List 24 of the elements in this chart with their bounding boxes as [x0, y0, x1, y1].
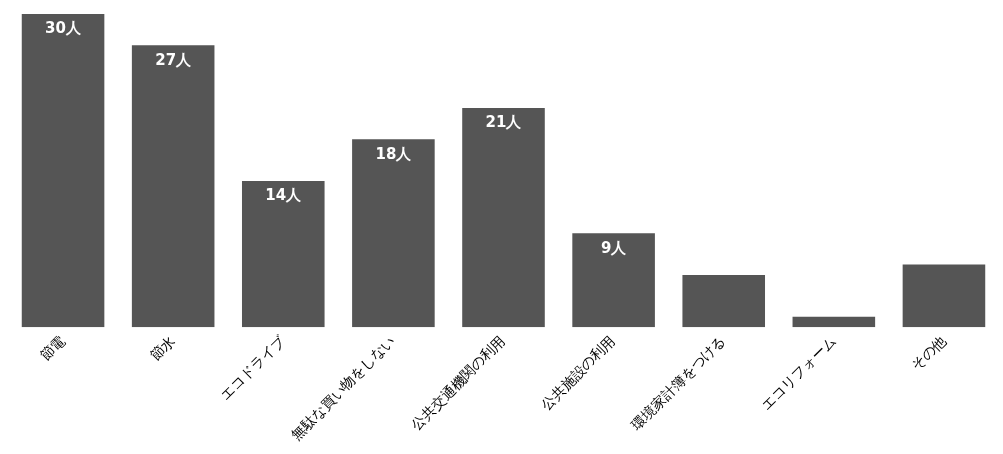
x-tick-label: 環境家計簿をつける [628, 332, 729, 433]
bar [572, 233, 655, 328]
bar [241, 181, 325, 328]
x-tick-label: その他 [907, 332, 949, 374]
data-label: 27人 [155, 50, 193, 69]
x-tick-label: 公共施設の利用 [537, 332, 619, 414]
bar [21, 14, 105, 328]
bar [682, 274, 766, 328]
bar [792, 316, 876, 328]
data-label: 30人 [45, 19, 82, 38]
data-label: 21人 [485, 113, 523, 132]
data-label: 14人 [265, 186, 303, 205]
bar [352, 139, 435, 328]
data-label: 18人 [375, 144, 413, 163]
x-tick-label: エコドライブ [217, 331, 289, 404]
bar [902, 264, 986, 328]
x-tick-label: 節電 [36, 332, 68, 364]
bar [131, 45, 215, 328]
x-tick-label: 節水 [146, 332, 178, 364]
data-label: 9人 [600, 238, 628, 257]
bar [462, 107, 545, 328]
x-tick-label: 無駄な買い物をしない [287, 332, 399, 443]
x-tick-label: 公共交通機関の利用 [407, 332, 509, 433]
x-tick-label: エコリフォーム [757, 332, 839, 414]
